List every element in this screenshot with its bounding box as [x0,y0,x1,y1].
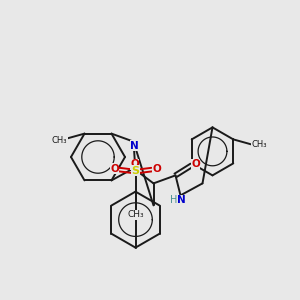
Text: CH₃: CH₃ [52,136,67,145]
Text: O: O [152,164,161,174]
Text: CH₃: CH₃ [251,140,267,149]
Text: N: N [177,195,186,206]
Text: O: O [110,164,119,174]
Text: H: H [170,195,177,206]
Text: N: N [130,141,139,151]
Text: O: O [191,159,200,170]
Text: O: O [130,159,139,170]
Text: CH₃: CH₃ [127,210,144,219]
Text: S: S [131,166,140,176]
